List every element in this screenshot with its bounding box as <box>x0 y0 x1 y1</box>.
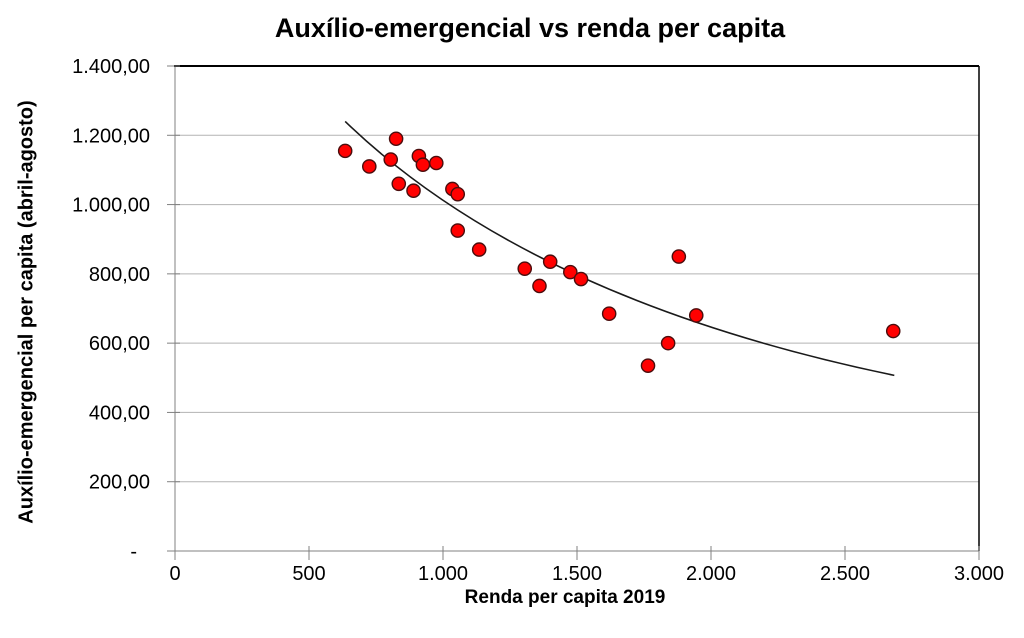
data-point <box>450 223 466 238</box>
y-tick-label: 400,00 <box>89 402 150 424</box>
data-point <box>885 323 901 339</box>
y-tick-label: 1.000,00 <box>72 195 150 217</box>
x-tick-label: 0 <box>169 563 180 585</box>
data-point <box>383 152 399 167</box>
x-tick-label: 3.000 <box>954 563 1004 585</box>
data-point <box>688 308 704 323</box>
data-point <box>450 186 466 202</box>
x-tick-label: 2.500 <box>820 563 870 585</box>
data-point <box>542 254 558 270</box>
x-axis-title: Renda per capita 2019 <box>464 587 666 608</box>
data-point <box>640 358 656 373</box>
data-point <box>517 261 533 276</box>
y-tick-label: 1.400,00 <box>72 56 150 78</box>
x-tick-label: 2.000 <box>686 563 736 585</box>
y-tick-label: - <box>130 541 137 563</box>
y-tick-label: 1.200,00 <box>72 125 150 147</box>
data-point <box>532 278 547 294</box>
data-point <box>391 176 407 192</box>
data-point <box>471 242 487 257</box>
data-point <box>601 306 617 321</box>
data-point <box>573 271 589 287</box>
x-tick-label: 1.500 <box>552 563 602 585</box>
data-point <box>671 249 687 264</box>
x-tick-label: 1.000 <box>418 563 468 585</box>
data-point <box>388 131 404 147</box>
data-point <box>337 143 353 159</box>
x-tick-label: 500 <box>292 563 325 585</box>
chart-title: Auxílio-emergencial vs renda per capita <box>274 13 786 43</box>
data-point <box>660 335 676 351</box>
data-point <box>406 183 421 199</box>
data-point <box>415 157 431 173</box>
y-tick-label: 600,00 <box>89 333 150 355</box>
data-point <box>428 155 444 171</box>
data-point <box>563 264 578 280</box>
data-point <box>361 159 377 174</box>
y-tick-label: 800,00 <box>89 264 150 286</box>
y-tick-label: 200,00 <box>89 472 150 494</box>
